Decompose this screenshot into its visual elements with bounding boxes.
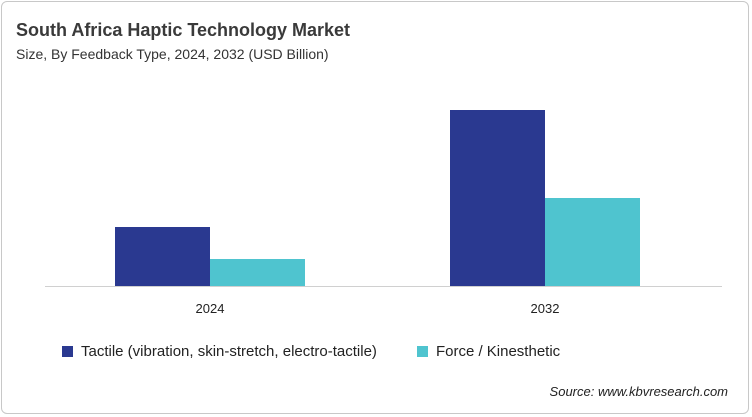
legend-swatch-force: [416, 346, 428, 357]
x-tick-label-2024: 2024: [196, 301, 225, 316]
legend-item-force: Force / Kinesthetic: [416, 343, 561, 360]
source-note: Source: www.kbvresearch.com: [549, 384, 728, 399]
legend-label-tactile: Tactile (vibration, skin-stretch, electr…: [81, 343, 377, 360]
bar-tactile-2024: [115, 227, 210, 286]
legend-swatch-tactile: [62, 346, 73, 357]
chart-subtitle: Size, By Feedback Type, 2024, 2032 (USD …: [16, 46, 329, 62]
bar-force-2024: [210, 259, 305, 286]
x-tick-label-2032: 2032: [531, 301, 560, 316]
chart-title: South Africa Haptic Technology Market: [16, 20, 351, 40]
bar-tactile-2032: [450, 110, 545, 286]
bar-force-2032: [545, 198, 640, 286]
legend-item-tactile: Tactile (vibration, skin-stretch, electr…: [62, 343, 377, 360]
legend-label-force: Force / Kinesthetic: [435, 343, 561, 360]
legend: Tactile (vibration, skin-stretch, electr…: [62, 343, 600, 360]
